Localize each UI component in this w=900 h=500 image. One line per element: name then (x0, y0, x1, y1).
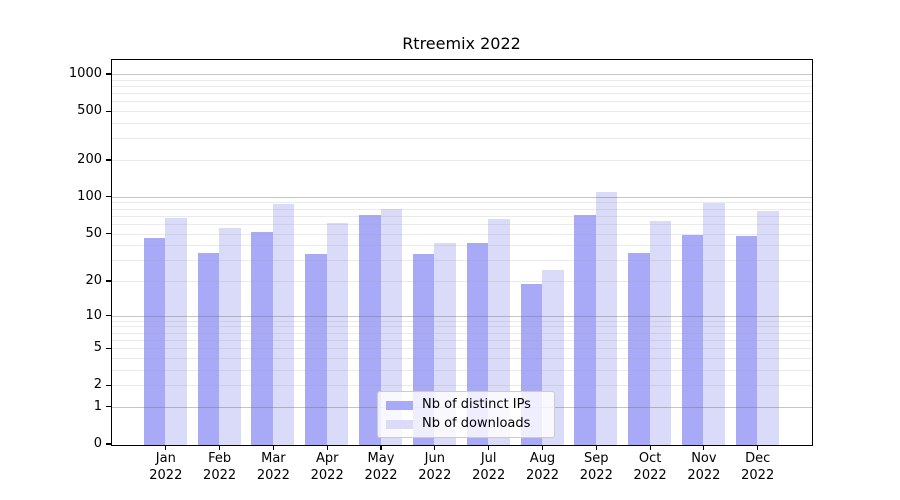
x-tick-mark-oct (649, 445, 651, 450)
y-tick-mark-50 (105, 232, 111, 235)
legend-swatch-downloads-icon (386, 419, 413, 429)
x-tick-mark-jul (488, 445, 490, 450)
x-tick-mark-mar (272, 445, 274, 450)
bar-downloads-nov (703, 202, 725, 445)
y-tick-mark-10 (105, 315, 111, 317)
bar-distinct-ips-feb (197, 252, 220, 445)
y-tick-mark-100 (105, 196, 111, 198)
x-tick-label-mar: Mar 2022 (231, 451, 315, 484)
plot-area (110, 58, 813, 446)
bar-distinct-ips-nov (681, 235, 704, 445)
bar-distinct-ips-dec (735, 236, 758, 445)
y-tick-mark-20 (105, 280, 111, 282)
bar-downloads-may (380, 208, 402, 445)
y-tick-label-200: 200 (77, 152, 102, 167)
y-tick-label-100: 100 (77, 188, 102, 204)
y-tick-label-2: 2 (93, 377, 102, 393)
x-tick-year-may: 2022 (364, 467, 398, 483)
bar-downloads-feb (219, 228, 241, 445)
x-tick-year-aug: 2022 (525, 467, 560, 483)
y-tick-mark-2 (105, 384, 111, 386)
x-tick-label-may: May 2022 (339, 451, 423, 484)
major-gridline-1000 (111, 74, 812, 75)
minor-gridline-300 (111, 138, 812, 140)
bar-distinct-ips-mar (251, 231, 273, 445)
major-gridline-100 (111, 196, 812, 198)
x-tick-year-jun: 2022 (418, 467, 452, 483)
y-tick-label-5: 5 (93, 340, 102, 356)
bar-downloads-oct (649, 221, 672, 445)
bar-distinct-ips-oct (628, 252, 650, 445)
bar-distinct-ips-apr (305, 254, 327, 445)
bar-distinct-ips-jan (143, 238, 166, 445)
chart-title: Rtreemix 2022 (402, 34, 521, 53)
x-tick-label-sep: Sep 2022 (554, 451, 638, 484)
x-tick-mark-dec (757, 445, 759, 450)
x-tick-label-jan: Jan 2022 (124, 451, 208, 484)
minor-gridline-900 (111, 79, 812, 81)
bar-distinct-ips-sep (574, 214, 596, 445)
legend: Nb of distinct IPs Nb of downloads (377, 391, 555, 438)
x-tick-mark-aug (541, 445, 544, 450)
x-tick-year-sep: 2022 (579, 467, 613, 483)
x-tick-mark-jun (434, 445, 436, 450)
bar-downloads-apr (326, 222, 349, 445)
x-tick-label-jun: Jun 2022 (393, 451, 477, 484)
y-tick-mark-500 (105, 110, 111, 112)
x-tick-year-mar: 2022 (256, 467, 290, 483)
y-tick-label-10: 10 (85, 307, 102, 323)
y-tick-mark-0 (105, 443, 111, 445)
x-tick-label-feb: Feb 2022 (178, 451, 262, 484)
y-tick-label-1: 1 (93, 398, 102, 414)
y-tick-label-50: 50 (85, 225, 102, 241)
legend-item-distinct-ips: Nb of distinct IPs (386, 397, 546, 413)
x-tick-label-aug: Aug 2022 (501, 451, 585, 484)
minor-gridline-500 (111, 111, 812, 113)
bar-downloads-dec (757, 210, 779, 445)
x-tick-year-apr: 2022 (310, 467, 344, 483)
x-tick-label-apr: Apr 2022 (285, 451, 369, 484)
minor-gridline-400 (111, 123, 812, 124)
legend-item-downloads: Nb of downloads (386, 416, 546, 432)
minor-gridline-800 (111, 86, 812, 87)
bar-downloads-mar (272, 204, 295, 445)
bar-downloads-sep (595, 192, 618, 445)
y-tick-label-0: 0 (93, 436, 102, 451)
x-tick-year-jan: 2022 (149, 467, 183, 483)
x-tick-label-oct: Oct 2022 (608, 451, 692, 484)
y-tick-label-20: 20 (85, 273, 102, 288)
x-tick-mark-apr (326, 445, 328, 450)
y-tick-mark-200 (105, 159, 111, 161)
x-tick-year-feb: 2022 (203, 467, 237, 483)
x-tick-mark-nov (703, 445, 705, 450)
legend-swatch-distinct-ips-icon (386, 400, 413, 410)
x-tick-year-dec: 2022 (741, 467, 775, 483)
x-tick-year-oct: 2022 (633, 467, 667, 483)
minor-gridline-600 (111, 101, 812, 103)
y-tick-label-500: 500 (77, 103, 102, 119)
x-tick-label-jul: Jul 2022 (447, 451, 531, 484)
y-tick-mark-1000 (105, 73, 111, 75)
legend-label-downloads: Nb of downloads (422, 416, 531, 431)
x-tick-label-dec: Dec 2022 (716, 451, 800, 484)
x-tick-mark-jan (165, 445, 167, 450)
y-tick-mark-1 (105, 406, 111, 408)
legend-label-distinct-ips: Nb of distinct IPs (422, 397, 531, 412)
minor-gridline-200 (111, 160, 812, 161)
bar-downloads-jan (165, 217, 187, 445)
x-tick-year-nov: 2022 (687, 467, 721, 483)
bar-distinct-ips-may (359, 214, 381, 445)
y-tick-label-1000: 1000 (68, 66, 102, 81)
y-tick-mark-5 (105, 347, 111, 349)
x-tick-mark-sep (595, 445, 597, 450)
x-tick-mark-may (380, 445, 382, 450)
x-tick-year-jul: 2022 (472, 467, 506, 483)
x-tick-mark-feb (219, 445, 221, 450)
x-tick-label-nov: Nov 2022 (662, 451, 746, 484)
bar-downloads-jul (488, 218, 510, 445)
minor-gridline-700 (111, 93, 812, 95)
